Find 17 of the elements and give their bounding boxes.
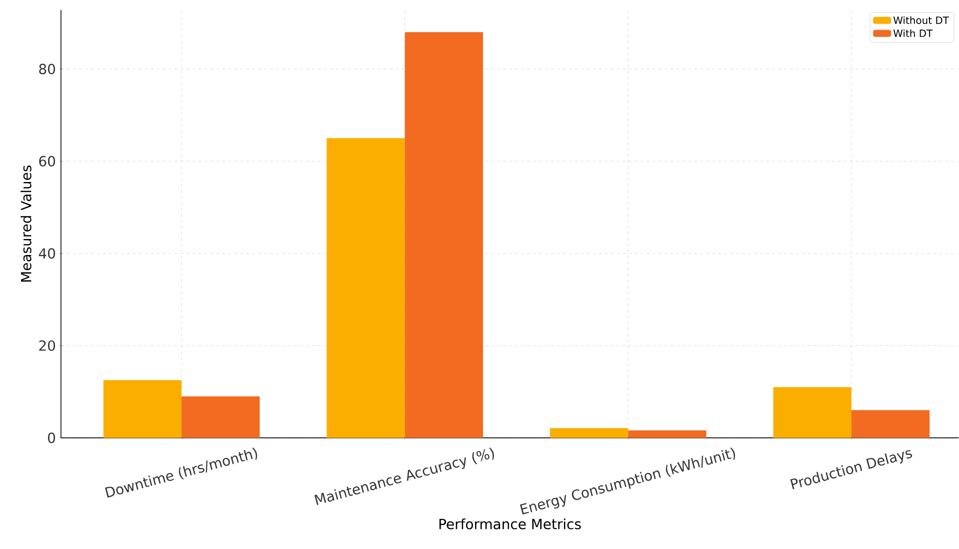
y-tick-label: 60	[39, 156, 56, 167]
x-axis-title: Performance Metrics	[439, 518, 581, 530]
legend-label: Without DT	[893, 16, 949, 24]
y-tick-label: 80	[39, 64, 56, 74]
legend-label: With DT	[893, 29, 933, 38]
bar	[182, 396, 260, 438]
y-axis-title: Measured Values	[20, 166, 32, 282]
bar	[103, 380, 182, 438]
y-tick-label: 40	[38, 248, 56, 259]
y-tick-label: 0	[48, 432, 56, 444]
y-tick-label: 20	[39, 340, 56, 351]
bar	[550, 428, 628, 438]
bar	[326, 138, 405, 438]
bar	[404, 32, 483, 438]
bar	[773, 387, 852, 438]
bar	[628, 430, 706, 438]
bar	[851, 410, 930, 438]
